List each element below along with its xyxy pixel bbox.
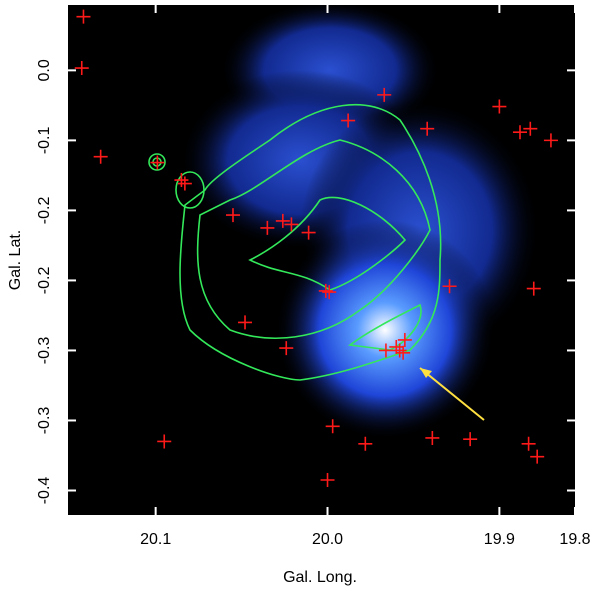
- point: [396, 345, 411, 360]
- point: [392, 343, 407, 358]
- point: [397, 332, 412, 347]
- y-tick-label: -0.3: [36, 337, 53, 365]
- contours: [148, 103, 442, 381]
- point: [225, 208, 240, 223]
- point: [377, 87, 392, 102]
- point: [177, 176, 192, 191]
- point: [521, 436, 536, 451]
- y-axis-label: Gal. Lat.: [7, 230, 24, 290]
- point: [523, 121, 538, 136]
- y-tick-label: -0.1: [36, 126, 53, 154]
- point: [318, 283, 333, 298]
- point: [513, 125, 528, 140]
- point: [93, 149, 108, 164]
- y-tick-label: -0.2: [36, 267, 53, 295]
- point: [279, 341, 294, 356]
- y-tick-label: -0.4: [36, 477, 53, 505]
- point: [238, 315, 253, 330]
- x-tick-label: 19.9: [484, 531, 515, 548]
- y-tick-label: -0.3: [36, 407, 53, 435]
- point: [260, 220, 275, 235]
- x-tick-label: 20.0: [312, 531, 343, 548]
- point: [320, 472, 335, 487]
- y-tick-label: -0.2: [36, 197, 53, 225]
- point: [378, 343, 393, 358]
- point: [543, 133, 558, 148]
- x-tick-label: 19.8: [559, 531, 590, 548]
- point: [420, 121, 435, 136]
- point: [530, 449, 545, 464]
- point: [442, 279, 457, 294]
- point: [389, 339, 404, 354]
- y-tick-label: 0.0: [36, 59, 53, 81]
- arrow: [419, 367, 485, 421]
- point: [74, 61, 89, 76]
- point: [425, 430, 440, 445]
- x-tick-label: 20.1: [140, 531, 171, 548]
- arrow-head: [420, 368, 432, 378]
- point: [526, 281, 541, 296]
- point: [150, 155, 165, 170]
- point: [174, 173, 189, 188]
- point: [284, 217, 299, 232]
- point: [157, 434, 172, 449]
- point: [341, 113, 356, 128]
- x-axis-label: Gal. Long.: [283, 569, 357, 586]
- point: [301, 225, 316, 240]
- point: [322, 285, 337, 300]
- point: [358, 436, 373, 451]
- point: [76, 9, 91, 24]
- point: [275, 213, 290, 228]
- point: [492, 99, 507, 114]
- point: [463, 432, 478, 447]
- point: [325, 419, 340, 434]
